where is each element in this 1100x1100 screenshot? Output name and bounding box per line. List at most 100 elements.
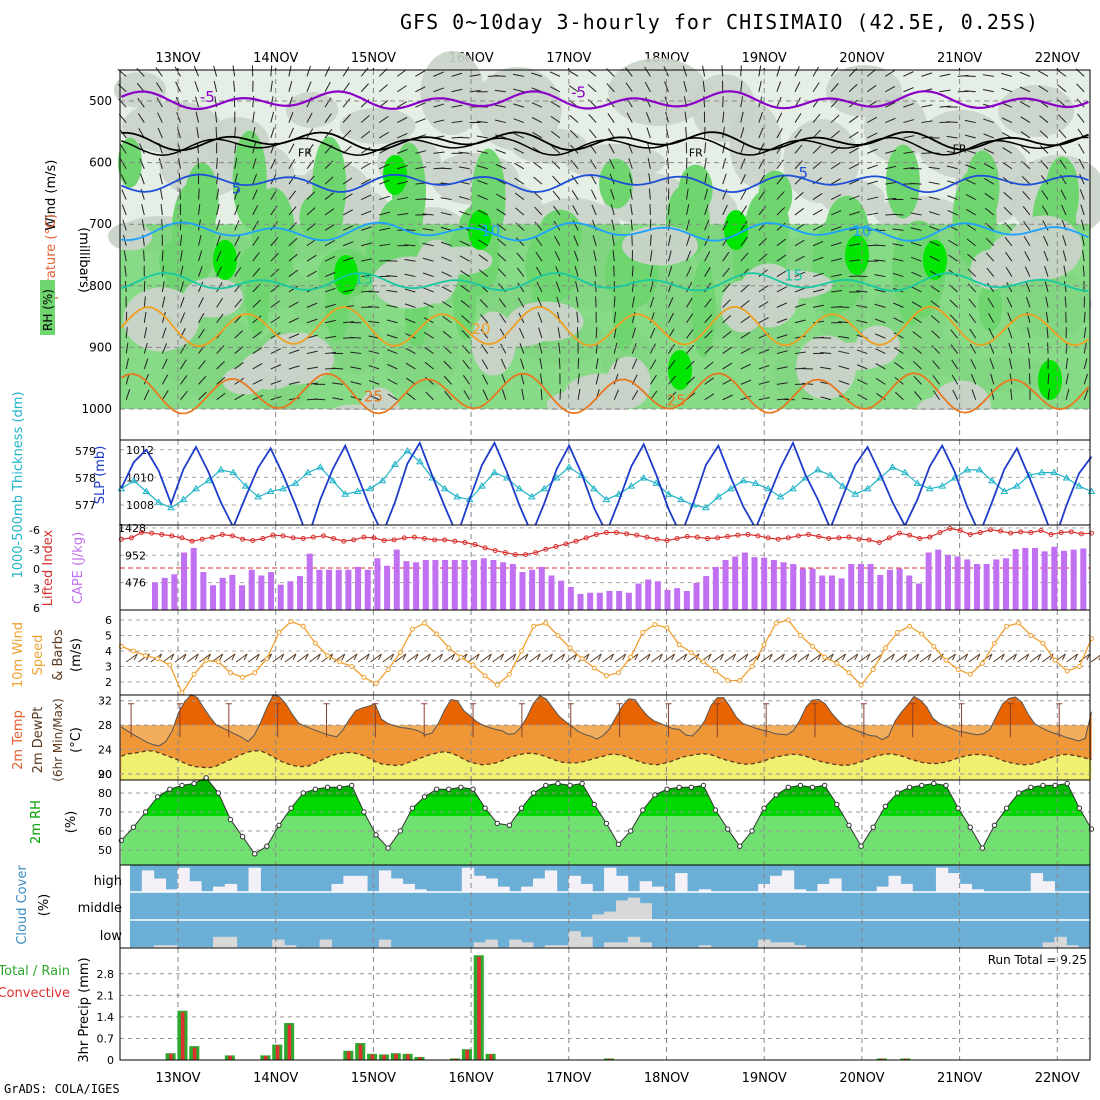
wind-barb	[740, 205, 748, 216]
cloud-bar-low	[1066, 945, 1079, 948]
wind-barb	[500, 358, 507, 370]
cloud-bar-high	[817, 883, 830, 892]
wind-barb	[175, 81, 181, 92]
surface-wind-barb-flag	[964, 653, 969, 661]
precip-tick: 2.1	[97, 989, 115, 1002]
wind-barb	[911, 301, 922, 308]
wind-barb	[740, 142, 745, 154]
li-marker	[1068, 529, 1074, 535]
wind-barb	[1043, 250, 1049, 262]
surface-wind-barb-flag	[732, 653, 737, 661]
wind-marker	[385, 667, 391, 673]
wind-barb	[885, 149, 897, 154]
wind-marker	[834, 660, 840, 666]
cloud-bar-middle	[639, 903, 652, 920]
thickness-marker	[590, 484, 598, 492]
wind-barb	[139, 158, 145, 169]
wind-barb	[921, 104, 933, 108]
surface-wind-barb-flag	[781, 653, 785, 661]
wind-barb	[216, 188, 220, 200]
wind-barb	[551, 145, 561, 154]
cape-bar	[693, 582, 700, 610]
wind-barb	[1023, 221, 1031, 231]
wind-barb	[874, 288, 886, 293]
wind-marker	[191, 671, 197, 677]
cape-bar	[1070, 549, 1077, 610]
wind-barb	[125, 373, 130, 385]
wind-marker	[130, 648, 136, 654]
wind-barb	[1058, 129, 1067, 139]
wind-barb	[983, 133, 994, 139]
wind-barb	[1003, 191, 1013, 200]
wind-barb	[176, 112, 181, 123]
thickness-marker	[639, 474, 648, 481]
wind-barb	[812, 240, 824, 247]
wind-barb	[423, 287, 434, 293]
cloud-bar-high	[141, 870, 155, 892]
wind-barb	[379, 195, 390, 201]
wind-barb	[903, 135, 915, 139]
cloud-bar-high	[604, 867, 617, 892]
wind-barb	[867, 132, 878, 139]
wind-barb	[478, 269, 489, 277]
rh-marker	[1003, 805, 1010, 811]
li-marker	[684, 534, 690, 540]
wind-barb	[1079, 173, 1085, 185]
wind-barb	[704, 219, 710, 231]
wind-barb	[288, 333, 300, 339]
temp-label-1: 2m Temp	[11, 710, 26, 770]
wind-tick: 4	[105, 645, 112, 658]
rh-marker	[967, 824, 973, 830]
wind-barb	[306, 302, 318, 308]
wind-barb	[460, 285, 470, 293]
wind-barb	[532, 131, 543, 139]
wind-barb	[740, 111, 744, 123]
surface-wind-barb	[956, 653, 968, 663]
wind-barb	[983, 118, 994, 124]
rh-marker	[1052, 782, 1058, 789]
cloud-bar-low	[639, 942, 652, 948]
wind-barb	[686, 204, 690, 216]
surface-wind-barb	[797, 653, 810, 663]
wind-barb	[631, 327, 637, 339]
li-marker	[765, 535, 771, 541]
wind-barb	[368, 320, 380, 324]
cape-bar	[809, 568, 816, 610]
cape-bar	[413, 562, 420, 610]
wind-barb	[180, 375, 188, 385]
date-label-top: 22NOV	[1035, 51, 1080, 66]
precip-panel-bg	[120, 948, 1090, 1060]
surface-wind-barb-flag	[719, 653, 724, 661]
surface-wind-barb-flag	[622, 653, 627, 661]
wind-barb	[552, 175, 561, 185]
surface-wind-barb-flag	[683, 653, 688, 661]
wind-barb	[570, 159, 579, 170]
temp-label-3: (6hr Min/Max)	[51, 698, 65, 782]
wind-barb	[721, 65, 724, 77]
surface-wind-barb	[760, 653, 773, 663]
wind-barb	[176, 127, 181, 139]
wind-barb	[929, 240, 940, 247]
li-marker	[735, 532, 741, 538]
cloud-bar-low	[580, 936, 593, 948]
wind-barb	[462, 375, 471, 385]
wind-barb	[1076, 83, 1085, 93]
wind-barb	[424, 346, 434, 354]
wind-barb	[1004, 236, 1013, 247]
cloud-bar-high	[971, 889, 984, 892]
rh-marker	[1016, 790, 1022, 796]
li-marker	[674, 536, 680, 542]
wind-barb	[120, 159, 127, 170]
surface-wind-barb-flag	[952, 653, 956, 661]
wind-marker	[482, 673, 488, 679]
wind-barb	[722, 394, 733, 401]
wind-barb	[288, 301, 299, 308]
contour-label: FR	[689, 146, 703, 159]
wind-barb	[458, 196, 470, 201]
surface-wind-barb-flag	[243, 653, 248, 661]
wind-barb	[939, 73, 951, 77]
wind-label-3: & Barbs	[51, 629, 66, 681]
wind-barb	[179, 234, 183, 246]
wind-barb	[740, 65, 742, 77]
wind-barb	[498, 298, 507, 308]
